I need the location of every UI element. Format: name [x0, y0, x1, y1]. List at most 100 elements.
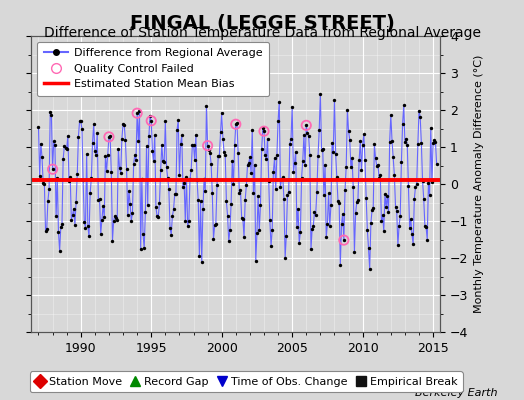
Point [265, 178, 273, 184]
Point [225, 238, 233, 244]
Point [431, 138, 440, 145]
Point [80, 218, 89, 225]
Point [290, 160, 299, 166]
Point [337, 221, 346, 228]
Point [130, 152, 139, 158]
Point [193, 177, 201, 184]
Point [349, 184, 357, 190]
Point [249, 190, 258, 196]
Point [61, 144, 70, 151]
Point [389, 154, 397, 160]
Point [200, 176, 208, 182]
Point [59, 156, 68, 162]
Point [169, 206, 178, 213]
Point [50, 138, 58, 145]
Point [268, 227, 276, 233]
Point [111, 213, 119, 219]
Point [310, 208, 319, 215]
Point [309, 223, 318, 229]
Point [412, 181, 421, 188]
Point [281, 254, 289, 261]
Point [264, 135, 272, 142]
Point [215, 152, 224, 159]
Point [146, 112, 154, 119]
Point [247, 169, 255, 176]
Point [359, 131, 368, 138]
Point [52, 213, 60, 220]
Point [323, 220, 332, 227]
Point [294, 206, 302, 212]
Point [57, 224, 65, 230]
Point [388, 137, 396, 144]
Point [230, 181, 238, 188]
Point [167, 232, 176, 238]
Point [75, 118, 84, 124]
Point [321, 162, 329, 168]
Point [112, 214, 120, 221]
Point [187, 167, 195, 173]
Text: Berkeley Earth: Berkeley Earth [416, 388, 498, 398]
Point [355, 157, 363, 164]
Point [241, 197, 249, 203]
Point [269, 168, 278, 175]
Point [301, 162, 309, 168]
Point [72, 199, 80, 206]
Point [403, 142, 411, 148]
Point [254, 192, 263, 199]
Point [415, 108, 423, 114]
Point [368, 207, 376, 213]
Point [158, 142, 166, 148]
Point [106, 133, 114, 139]
Point [160, 159, 168, 166]
Point [282, 233, 290, 239]
Point [231, 142, 239, 148]
Point [107, 169, 115, 176]
Point [192, 132, 200, 138]
Point [165, 186, 173, 192]
Point [124, 212, 132, 218]
Point [153, 213, 161, 219]
Point [381, 191, 389, 198]
Point [319, 145, 327, 152]
Point [168, 213, 177, 219]
Point [48, 166, 57, 172]
Point [252, 257, 260, 264]
Point [261, 152, 269, 158]
Point [48, 166, 57, 172]
Point [92, 152, 100, 158]
Point [424, 180, 433, 186]
Point [58, 221, 66, 228]
Point [250, 161, 259, 168]
Point [280, 196, 288, 202]
Point [432, 161, 441, 168]
Point [401, 139, 409, 145]
Point [150, 132, 159, 138]
Point [60, 143, 69, 150]
Point [206, 150, 214, 156]
Point [175, 172, 183, 178]
Point [203, 142, 212, 149]
Point [363, 226, 372, 233]
Point [128, 210, 137, 216]
Point [96, 230, 105, 237]
Point [73, 171, 81, 177]
Point [379, 228, 388, 234]
Point [236, 187, 245, 194]
Point [429, 140, 438, 146]
Point [91, 148, 99, 154]
Point [285, 188, 293, 195]
Point [308, 226, 316, 232]
Point [220, 149, 228, 155]
Point [199, 206, 207, 212]
Point [369, 205, 377, 211]
Point [127, 218, 136, 224]
Point [373, 162, 381, 169]
Point [248, 127, 256, 133]
Point [350, 249, 358, 255]
Point [314, 153, 322, 159]
Point [139, 231, 147, 237]
Point [318, 146, 326, 153]
Point [428, 179, 436, 186]
Point [392, 208, 401, 214]
Point [87, 175, 95, 182]
